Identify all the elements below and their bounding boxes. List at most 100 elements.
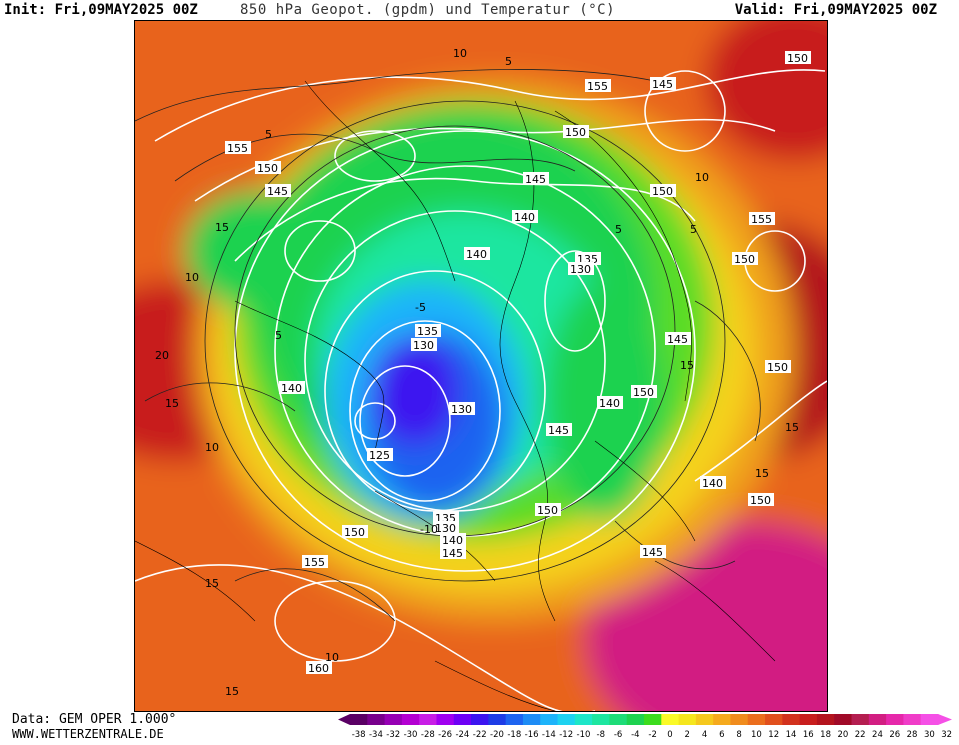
svg-text:10: 10 [325, 651, 339, 664]
legend-swatch [799, 714, 818, 725]
contour-label-18: 135 [417, 325, 438, 338]
legend-tick-label: -28 [421, 730, 435, 740]
svg-text:10: 10 [453, 47, 467, 60]
contour-label-1: 150 [257, 162, 278, 175]
legend-swatch [695, 714, 714, 725]
legend-arrow-left [338, 714, 350, 725]
legend-tick-label: 8 [736, 730, 741, 740]
legend-swatch [661, 714, 680, 725]
svg-text:-10: -10 [420, 523, 438, 536]
valid-time: Valid: Fri,09MAY2025 00Z [734, 2, 937, 18]
temperature-labels: 10 5 5 15 10 5 -5 -10 20 15 10 15 10 15 … [155, 47, 799, 698]
contour-label-2: 145 [267, 185, 288, 198]
legend-swatch [436, 714, 455, 725]
svg-text:10: 10 [695, 171, 709, 184]
legend-tick-label: -8 [597, 730, 605, 740]
legend-swatch [713, 714, 731, 725]
contour-label-8: 150 [652, 185, 673, 198]
temperature-field [135, 21, 827, 711]
contour-label-11: 145 [525, 173, 546, 186]
svg-text:15: 15 [680, 359, 694, 372]
svg-text:15: 15 [215, 221, 229, 234]
svg-text:5: 5 [275, 329, 282, 342]
legend-arrow-right [938, 714, 952, 725]
legend-tick-label: 32 [941, 730, 952, 740]
legend-swatch [903, 714, 922, 725]
legend-swatch [644, 714, 662, 725]
legend-tick-label: 24 [872, 730, 883, 740]
contour-label-6: 150 [565, 126, 586, 139]
svg-text:15: 15 [205, 577, 219, 590]
contour-label-35: 155 [304, 556, 325, 569]
legend-swatch [574, 714, 593, 725]
legend-swatch [557, 714, 576, 725]
color-legend: -38 -34 -32 -30 -28 -26 -24 -22 -20 -18 -16 -14 -12-… [334, 712, 958, 741]
svg-text:15: 15 [165, 397, 179, 410]
data-source: Data: GEM OPER 1.000° [12, 712, 177, 727]
legend-swatch [401, 714, 420, 725]
temperature-contours [135, 69, 761, 622]
geopotential-labels: 150 145 155 150 145 150 155 150 140 140 … [225, 51, 811, 675]
legend-swatch [419, 714, 437, 725]
legend-swatch [384, 714, 403, 725]
map-svg: 150 145 155 150 145 150 155 150 140 140 … [135, 21, 827, 711]
svg-text:5: 5 [265, 128, 272, 141]
legend-tick-label: 26 [889, 730, 900, 740]
legend-tick-label: 18 [820, 730, 831, 740]
legend-swatch [747, 714, 766, 725]
legend-swatch [626, 714, 645, 725]
legend-tick-label: 30 [924, 730, 935, 740]
geopotential-contours [135, 69, 827, 711]
contour-label-14: 150 [734, 253, 755, 266]
legend-tick-label: -10 [577, 730, 591, 740]
contour-label-15: 155 [751, 213, 772, 226]
contour-label-5: 145 [652, 78, 673, 91]
svg-text:15: 15 [225, 685, 239, 698]
svg-text:5: 5 [615, 223, 622, 236]
legend-swatch [488, 714, 507, 725]
contour-label-9: 140 [514, 211, 535, 224]
legend-tick-label: 2 [685, 730, 690, 740]
svg-text:15: 15 [755, 467, 769, 480]
legend-tick-label: 12 [768, 730, 779, 740]
legend-tick-label: 0 [667, 730, 672, 740]
legend-swatch [678, 714, 697, 725]
legend-svg: -38 -34 -32 -30 -28 -26 -24 -22 -20 -18 -16 -14 -12-… [338, 714, 952, 740]
legend-tick-label: -34 [369, 730, 383, 740]
contour-label-20: 140 [281, 382, 302, 395]
legend-swatch [471, 714, 489, 725]
legend-tick-label: 14 [786, 730, 797, 740]
legend-swatch [765, 714, 783, 725]
contour-label-23: 130 [451, 403, 472, 416]
legend-tick-label: 22 [855, 730, 866, 740]
contour-label-34: 145 [642, 546, 663, 559]
contour-label-21: 150 [633, 386, 654, 399]
legend-tick-label: -14 [542, 730, 556, 740]
legend-swatch [609, 714, 628, 725]
legend-tick-label: -26 [438, 730, 452, 740]
legend-tick-label: -12 [559, 730, 573, 740]
contour-label-36: 160 [308, 662, 329, 675]
legend-tick-label: -22 [473, 730, 487, 740]
website-url[interactable]: WWW.WETTERZENTRALE.DE [12, 727, 164, 741]
legend-swatch [540, 714, 559, 725]
legend-tick-label: -20 [490, 730, 504, 740]
svg-text:10: 10 [205, 441, 219, 454]
contour-label-29: 150 [344, 526, 365, 539]
legend-swatch [453, 714, 472, 725]
svg-text:5: 5 [690, 223, 697, 236]
legend-swatch [816, 714, 835, 725]
contour-label-28: 150 [537, 504, 558, 517]
legend-swatch [592, 714, 610, 725]
legend-tick-label: -32 [386, 730, 400, 740]
legend-swatch [505, 714, 524, 725]
svg-text:5: 5 [505, 55, 512, 68]
contour-label-22: 140 [599, 397, 620, 410]
legend-tick-label: 16 [803, 730, 814, 740]
legend-tick-label: -6 [614, 730, 622, 740]
legend-tick-label: -38 [352, 730, 366, 740]
legend-tick-label: 20 [837, 730, 848, 740]
legend-tick-label: 6 [719, 730, 724, 740]
contour-label-10: 140 [466, 248, 487, 261]
legend-tick-label: -16 [525, 730, 539, 740]
